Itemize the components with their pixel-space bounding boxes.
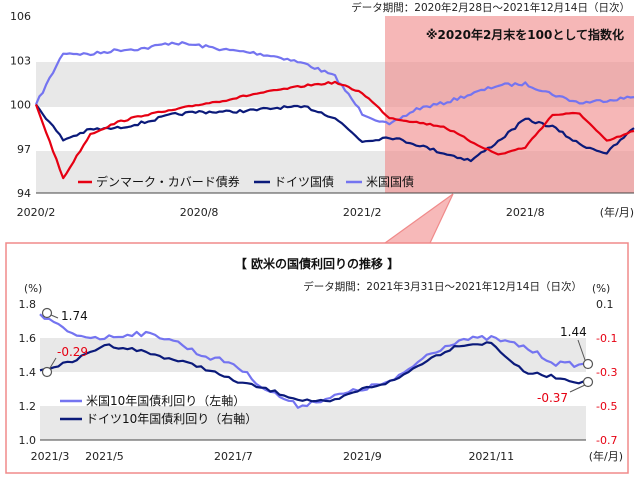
callout-edge-left	[384, 193, 454, 244]
series-germany-line	[35, 103, 635, 163]
top-highlight-region	[385, 16, 634, 193]
callout-edge-right	[429, 193, 454, 244]
bottom-band-1.4-1.6	[40, 338, 586, 372]
bottom-left-tick-labels: 1.0 1.2 1.4 1.6 1.8	[19, 298, 37, 447]
top-x-tick-3: 2021/8	[506, 206, 545, 219]
legend-us-label: 米国国債	[366, 174, 414, 189]
bottom-left-tick-1: 1.2	[19, 400, 37, 413]
bottom-legend: 米国10年国債利回り（左軸） ドイツ10年国債利回り（右軸）	[60, 393, 257, 426]
bottom-series-lines	[39, 313, 589, 409]
bottom-x-tick-4: 2021/11	[468, 450, 514, 463]
series-denmark-line	[34, 80, 635, 180]
top-data-period: データ期間：2020年2月28日～2021年12月14日（日次）	[351, 1, 630, 14]
bottom-x-tick-labels: 2021/3 2021/5 2021/7 2021/9 2021/11	[31, 450, 514, 463]
legend-germany-label: ドイツ国債	[274, 174, 334, 189]
top-y-tick-labels: 94 97 100 103 106	[10, 10, 31, 200]
bottom-right-tick-1: -0.5	[596, 400, 617, 413]
bottom-x-tick-3: 2021/9	[343, 450, 382, 463]
us-start-value: 1.74	[61, 309, 88, 323]
bottom-left-unit: (%)	[24, 283, 42, 295]
series-de10-line	[39, 341, 589, 403]
bottom-data-period: データ期間：2021年3月31日～2021年12月14日（日次）	[303, 280, 582, 293]
series-us-line	[34, 41, 635, 126]
top-x-tick-2: 2021/2	[343, 206, 382, 219]
de-start-marker	[41, 366, 53, 378]
bottom-left-tick-0: 1.0	[19, 434, 37, 447]
bottom-endpoint-markers: 1.74 -0.29 1.44 -0.37	[41, 307, 594, 405]
legend-us10-label: 米国10年国債利回り（左軸）	[86, 393, 245, 408]
bottom-x-tick-0: 2021/3	[31, 450, 70, 463]
top-x-tick-labels: 2020/2 2020/8 2021/2 2021/8	[17, 206, 545, 219]
bottom-x-unit: (年/月)	[589, 449, 623, 463]
de-end-value: -0.37	[537, 391, 568, 405]
bottom-x-tick-1: 2021/5	[85, 450, 124, 463]
de-end-leader	[569, 384, 586, 393]
top-x-tick-0: 2020/2	[17, 206, 56, 219]
de-start-value: -0.29	[57, 345, 88, 359]
top-chart: データ期間：2020年2月28日～2021年12月14日（日次） 94 97 100…	[10, 1, 635, 219]
top-y-tick-2: 100	[10, 99, 31, 112]
us-end-value: 1.44	[560, 325, 587, 339]
bottom-left-tick-4: 1.8	[19, 298, 37, 311]
top-y-tick-3: 103	[10, 54, 31, 67]
bottom-right-tick-2: -0.3	[596, 366, 617, 379]
us-start-marker	[41, 307, 53, 319]
us-end-leader	[577, 339, 586, 361]
us-start-leader	[50, 314, 59, 319]
top-y-tick-1: 97	[17, 143, 31, 156]
us-end-marker	[582, 358, 594, 370]
bottom-title: 【 欧米の国債利回りの推移 】	[235, 256, 399, 271]
top-y-tick-0: 94	[17, 187, 31, 200]
top-x-unit: (年/月)	[600, 205, 634, 219]
legend-de10-label: ドイツ10年国債利回り（右軸）	[86, 411, 257, 426]
bottom-x-tick-2: 2021/7	[214, 450, 253, 463]
bottom-right-tick-labels: -0.7 -0.5 -0.3 -0.1 0.1	[596, 298, 617, 447]
bottom-band-1.0-1.2	[40, 406, 586, 440]
legend-denmark-label: デンマーク・カバード債券	[96, 174, 240, 189]
top-series-lines	[34, 41, 635, 180]
top-y-tick-4: 106	[10, 10, 31, 23]
top-x-tick-1: 2020/8	[180, 206, 219, 219]
de-end-marker	[582, 376, 594, 388]
bottom-left-tick-2: 1.4	[19, 366, 37, 379]
top-legend: デンマーク・カバード債券 ドイツ国債 米国国債	[78, 174, 414, 189]
de-start-leader	[49, 357, 57, 369]
bottom-right-tick-4: 0.1	[596, 298, 614, 311]
top-index-annotation: ※2020年2月末を100として指数化	[426, 27, 624, 42]
bottom-right-tick-0: -0.7	[596, 434, 617, 447]
bottom-right-tick-3: -0.1	[596, 332, 617, 345]
bottom-left-tick-3: 1.6	[19, 332, 37, 345]
bottom-chart: 【 欧米の国債利回りの推移 】 データ期間：2021年3月31日～2021年12…	[5, 242, 629, 474]
bottom-right-unit: (%)	[592, 283, 610, 295]
